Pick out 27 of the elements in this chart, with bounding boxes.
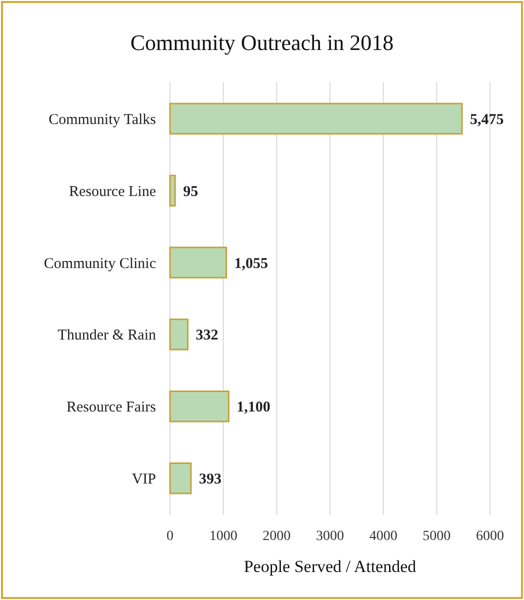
- bar: [169, 462, 192, 494]
- x-tick-label: 6000: [476, 529, 504, 544]
- x-tick-label: 5000: [422, 529, 451, 544]
- data-label: 332: [196, 328, 218, 344]
- data-label: 95: [183, 184, 198, 200]
- data-label: 1,055: [234, 256, 268, 272]
- x-tick-label: 0: [166, 529, 174, 544]
- x-tick-label: 4000: [369, 529, 398, 544]
- chart-title: Community Outreach in 2018: [130, 30, 394, 55]
- x-tick-label: 3000: [316, 529, 344, 544]
- bar: [169, 174, 176, 206]
- bar: [169, 390, 230, 422]
- y-tick-label: Community Clinic: [44, 256, 156, 272]
- y-tick-label: Resource Fairs: [66, 400, 156, 416]
- data-label: 393: [198, 472, 222, 488]
- x-axis-title: People Served / Attended: [244, 557, 417, 576]
- x-tick-label: 2000: [262, 529, 291, 544]
- y-tick-label: VIP: [132, 472, 156, 488]
- bar: [169, 102, 463, 135]
- bar: [169, 246, 228, 278]
- data-label: 1,100: [236, 400, 270, 416]
- bar: [169, 318, 188, 350]
- y-tick-label: Community Talks: [48, 112, 156, 128]
- x-tick-label: 1000: [209, 529, 238, 544]
- y-tick-label: Resource Line: [68, 184, 156, 200]
- y-tick-label: Thunder & Rain: [58, 328, 156, 344]
- data-label: 5,475: [470, 112, 504, 128]
